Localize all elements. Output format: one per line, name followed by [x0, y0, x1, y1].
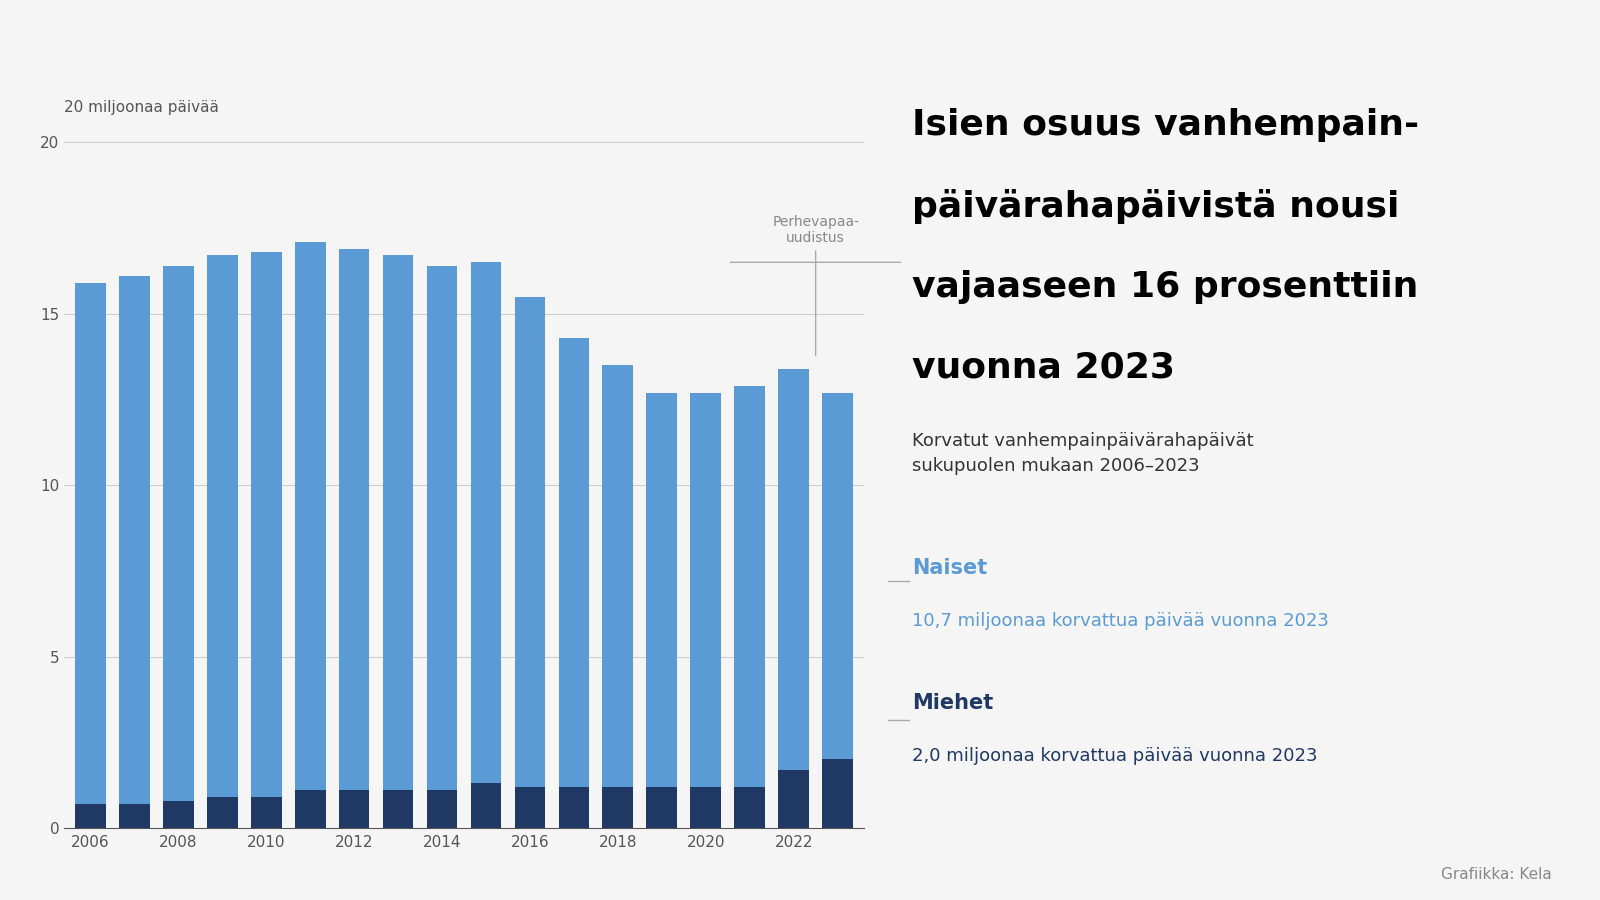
Bar — [734, 386, 765, 787]
Bar — [206, 256, 238, 797]
Bar — [778, 369, 810, 770]
Bar — [251, 252, 282, 797]
Text: Korvatut vanhempainpäivärahapäivät
sukupuolen mukaan 2006–2023: Korvatut vanhempainpäivärahapäivät sukup… — [912, 432, 1254, 475]
Bar — [427, 790, 458, 828]
Bar — [382, 790, 413, 828]
Bar — [470, 783, 501, 828]
Bar — [294, 242, 325, 790]
Bar — [558, 338, 589, 787]
Bar — [690, 787, 722, 828]
Bar — [470, 262, 501, 783]
Bar — [603, 365, 634, 787]
Text: päivärahapäivistä nousi: päivärahapäivistä nousi — [912, 189, 1400, 224]
Bar — [339, 248, 370, 790]
Text: 2,0 miljoonaa korvattua päivää vuonna 2023: 2,0 miljoonaa korvattua päivää vuonna 20… — [912, 747, 1317, 765]
Text: Miehet: Miehet — [912, 693, 994, 713]
Text: Grafiikka: Kela: Grafiikka: Kela — [1442, 867, 1552, 882]
Bar — [163, 801, 194, 828]
Bar — [251, 797, 282, 828]
Text: Naiset: Naiset — [912, 558, 987, 578]
Bar — [294, 790, 325, 828]
Bar — [163, 266, 194, 801]
Text: Isien osuus vanhempain-: Isien osuus vanhempain- — [912, 108, 1419, 142]
Text: 20 miljoonaa päivää: 20 miljoonaa päivää — [64, 100, 219, 115]
Bar — [822, 760, 853, 828]
Bar — [822, 392, 853, 760]
Text: Perhevapaa-
uudistus: Perhevapaa- uudistus — [773, 215, 859, 356]
Bar — [75, 283, 106, 804]
Bar — [515, 297, 546, 787]
Bar — [206, 797, 238, 828]
Bar — [382, 256, 413, 790]
Text: 10,7 miljoonaa korvattua päivää vuonna 2023: 10,7 miljoonaa korvattua päivää vuonna 2… — [912, 612, 1330, 630]
Bar — [603, 787, 634, 828]
Bar — [75, 804, 106, 828]
Bar — [734, 787, 765, 828]
Bar — [778, 770, 810, 828]
Text: vuonna 2023: vuonna 2023 — [912, 351, 1174, 385]
Bar — [118, 276, 150, 804]
Bar — [558, 787, 589, 828]
Bar — [339, 790, 370, 828]
Bar — [427, 266, 458, 790]
Bar — [690, 392, 722, 787]
Bar — [646, 392, 677, 787]
Bar — [118, 804, 150, 828]
Bar — [515, 787, 546, 828]
Bar — [646, 787, 677, 828]
Text: vajaaseen 16 prosenttiin: vajaaseen 16 prosenttiin — [912, 270, 1418, 304]
